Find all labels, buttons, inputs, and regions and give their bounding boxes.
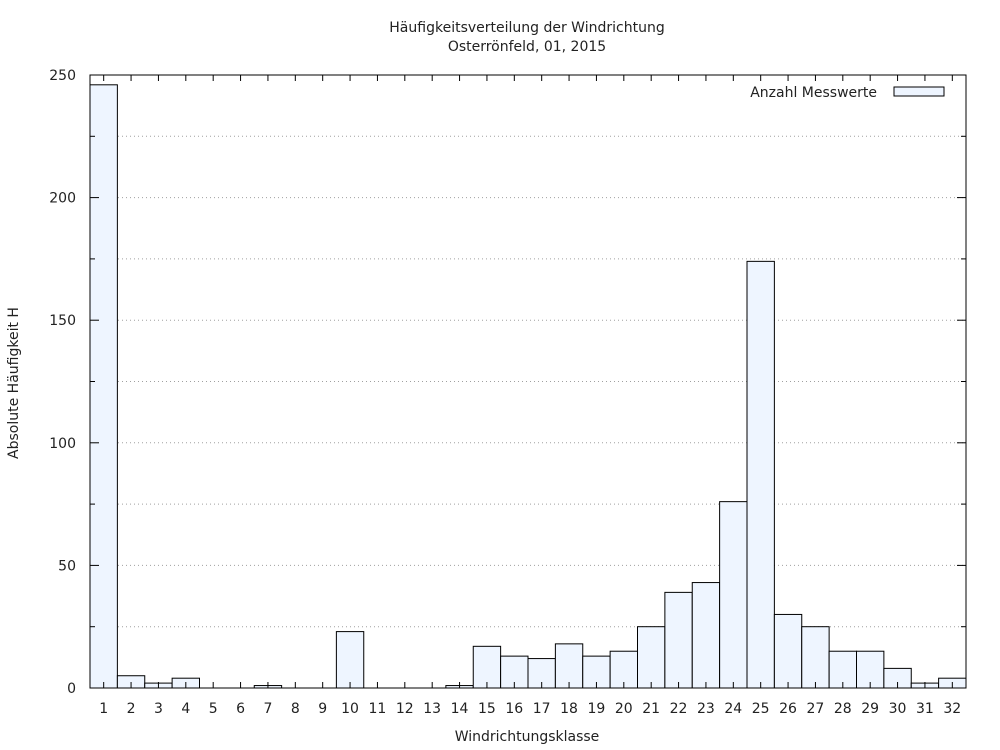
x-tick-label: 13 — [423, 701, 441, 717]
bar-25 — [746, 260, 775, 689]
x-tick-label: 1 — [99, 701, 108, 717]
bar-10 — [335, 631, 365, 689]
x-tick-label: 22 — [670, 701, 688, 717]
x-tick-label: 28 — [834, 701, 852, 717]
chart-title: Häufigkeitsverteilung der Windrichtung — [389, 20, 664, 36]
x-tick-label: 11 — [369, 701, 387, 717]
x-tick-label: 31 — [916, 701, 934, 717]
x-tick-label: 26 — [779, 701, 797, 717]
x-tick-label: 2 — [127, 701, 136, 717]
legend-swatch — [893, 86, 945, 97]
bar-26 — [773, 613, 803, 689]
bar-24 — [719, 501, 748, 689]
x-tick-label: 27 — [807, 701, 825, 717]
x-axis-label: Windrichtungsklasse — [455, 729, 600, 745]
grid — [90, 135, 966, 628]
bar-21 — [637, 626, 666, 689]
x-tick-label: 25 — [752, 701, 770, 717]
y-tick-label: 100 — [49, 436, 76, 452]
x-tick-label: 5 — [209, 701, 218, 717]
y-axis-label: Absolute Häufigkeit H — [6, 307, 22, 459]
x-tick-label: 20 — [615, 701, 633, 717]
legend-label: Anzahl Messwerte — [750, 85, 877, 101]
x-tick-label: 24 — [724, 701, 742, 717]
y-tick-label: 0 — [67, 681, 76, 697]
x-tick-label: 18 — [560, 701, 578, 717]
bar-23 — [691, 582, 721, 689]
bar-1 — [89, 84, 118, 689]
x-tick-label: 8 — [291, 701, 300, 717]
x-tick-label: 30 — [889, 701, 907, 717]
y-tick-label: 250 — [49, 68, 76, 84]
x-tick-label: 23 — [697, 701, 715, 717]
bars — [89, 84, 967, 689]
x-tick-label: 12 — [396, 701, 414, 717]
chart-subtitle: Osterrönfeld, 01, 2015 — [448, 39, 606, 55]
x-tick-label: 17 — [533, 701, 551, 717]
x-tick-label: 4 — [181, 701, 190, 717]
y-tick-label: 50 — [58, 558, 76, 574]
x-tick-label: 9 — [318, 701, 327, 717]
y-tick-label: 200 — [49, 191, 76, 207]
x-tick-label: 15 — [478, 701, 496, 717]
x-tick-label: 7 — [263, 701, 272, 717]
x-tick-label: 19 — [588, 701, 606, 717]
x-tick-label: 32 — [943, 701, 961, 717]
x-tick-label: 10 — [341, 701, 359, 717]
bar-18 — [554, 643, 584, 689]
x-tick-label: 14 — [451, 701, 469, 717]
bar-22 — [664, 591, 693, 689]
bar-15 — [472, 645, 502, 689]
x-tick-label: 21 — [642, 701, 660, 717]
plot-frame — [89, 74, 967, 689]
x-tick-label: 3 — [154, 701, 163, 717]
x-tick-label: 29 — [861, 701, 879, 717]
legend: Anzahl Messwerte — [750, 85, 945, 101]
y-tick-label: 150 — [49, 313, 76, 329]
ticks: 1 2 3 4 5 6 7 8 9 10 11 12 13 14 15 16 17 18 19 20 21 22 23 24 2… — [49, 68, 966, 717]
bar-27 — [801, 626, 830, 689]
x-tick-label: 16 — [505, 701, 523, 717]
x-tick-label: 6 — [236, 701, 245, 717]
